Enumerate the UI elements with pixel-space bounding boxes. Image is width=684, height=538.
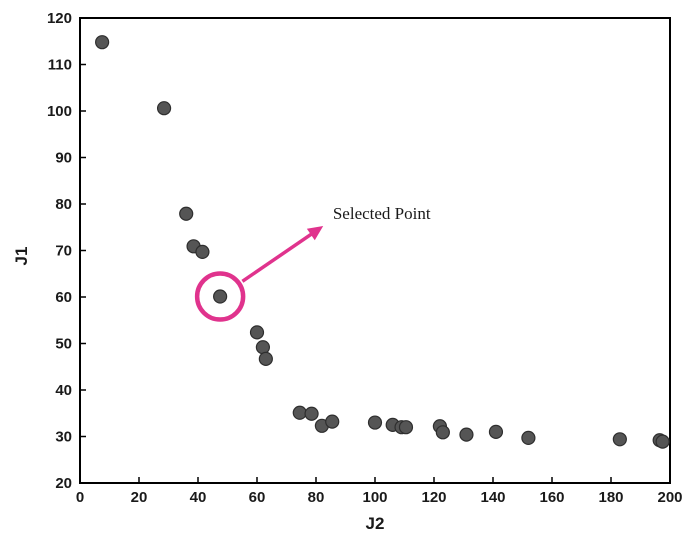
annotation-label: Selected Point <box>333 204 431 223</box>
x-tick-label: 140 <box>480 489 505 506</box>
data-point <box>95 35 110 50</box>
data-point <box>255 340 270 355</box>
plot-area <box>79 17 671 484</box>
y-tick-label: 60 <box>55 289 72 306</box>
x-tick-label: 200 <box>657 489 682 506</box>
data-point <box>258 351 273 366</box>
y-tick-label: 40 <box>55 382 72 399</box>
data-point <box>249 325 265 340</box>
y-axis-ticks: 20 30 40 50 60 70 80 90 100 110 120 <box>47 10 86 492</box>
y-tick-label: 30 <box>55 429 72 446</box>
x-tick-label: 20 <box>131 489 148 506</box>
x-tick-label: 40 <box>190 489 207 506</box>
y-tick-label: 70 <box>55 243 72 260</box>
x-tick-label: 80 <box>308 489 325 506</box>
annotation-layer: Selected Point <box>194 204 431 322</box>
data-point <box>521 430 536 445</box>
x-tick-label: 60 <box>249 489 266 506</box>
x-tick-label: 120 <box>421 489 446 506</box>
x-axis-ticks: 0 20 40 60 80 100 120 140 160 180 200 <box>76 477 683 506</box>
data-points <box>95 35 670 449</box>
data-point <box>156 101 172 116</box>
data-point <box>179 206 194 221</box>
x-axis-label: J2 <box>366 514 385 533</box>
data-point <box>612 432 627 447</box>
data-point <box>195 244 210 259</box>
data-point <box>435 425 450 440</box>
data-point <box>325 414 340 429</box>
y-tick-label: 110 <box>48 57 72 74</box>
annotation-arrow-head <box>306 226 324 241</box>
x-tick-label: 100 <box>362 489 387 506</box>
selected-point-highlight-ring <box>194 271 246 322</box>
y-tick-label: 90 <box>55 150 72 167</box>
data-point <box>398 420 414 435</box>
data-point <box>304 406 319 421</box>
x-tick-label: 160 <box>539 489 564 506</box>
x-tick-label: 180 <box>598 489 623 506</box>
data-point <box>213 289 228 304</box>
y-tick-label: 50 <box>55 336 72 353</box>
y-axis-label: J1 <box>12 247 31 266</box>
data-point <box>459 427 474 442</box>
data-point <box>292 405 307 420</box>
y-tick-label: 20 <box>55 475 72 492</box>
y-tick-label: 100 <box>47 103 72 120</box>
y-tick-label: 80 <box>55 196 72 213</box>
y-tick-label: 120 <box>47 10 72 27</box>
annotation-arrow-line <box>241 230 316 283</box>
x-tick-label: 0 <box>76 489 84 506</box>
data-point <box>367 415 383 430</box>
data-point <box>655 434 670 449</box>
data-point <box>488 424 504 439</box>
